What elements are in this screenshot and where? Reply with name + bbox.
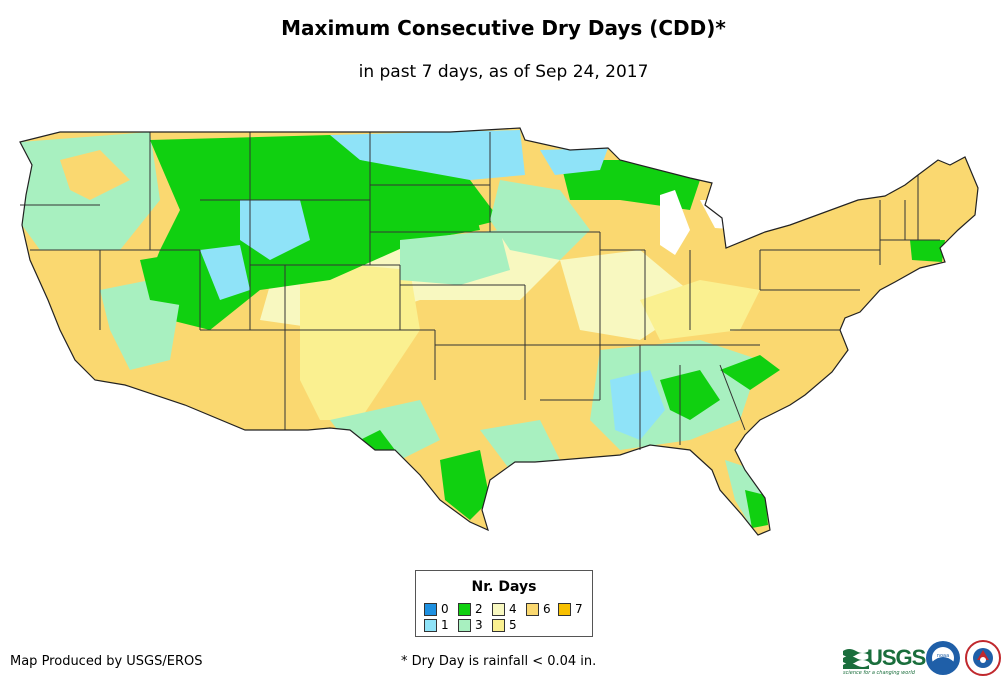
- producer-credit: Map Produced by USGS/EROS: [10, 654, 203, 669]
- legend-swatch-4: [492, 603, 505, 616]
- agency-logos: USGS science for a changing world noaa: [843, 640, 1003, 682]
- usgs-wave-icon: [843, 649, 869, 669]
- legend: Nr. Days 0 1 2 3 4 5 6 7: [415, 570, 593, 637]
- usgs-logo: USGS science for a changing world: [843, 643, 926, 677]
- legend-swatch-0: [424, 603, 437, 616]
- state-boundaries: [20, 132, 940, 450]
- dry-day-footnote: * Dry Day is rainfall < 0.04 in.: [401, 654, 597, 669]
- legend-swatch-6: [526, 603, 539, 616]
- rainfall-pattern: [20, 130, 945, 528]
- legend-swatch-7: [558, 603, 571, 616]
- legend-swatch-2: [458, 603, 471, 616]
- legend-label-3: 3: [475, 618, 483, 632]
- legend-swatch-1: [424, 619, 437, 632]
- legend-swatch-3: [458, 619, 471, 632]
- legend-label-7: 7: [575, 602, 583, 616]
- legend-label-0: 0: [441, 602, 449, 616]
- cdd-map: [19, 127, 979, 536]
- legend-label-4: 4: [509, 602, 517, 616]
- legend-title: Nr. Days: [471, 579, 537, 595]
- legend-label-1: 1: [441, 618, 449, 632]
- nws-logo: [965, 640, 1001, 676]
- legend-label-2: 2: [475, 602, 483, 616]
- legend-label-6: 6: [543, 602, 551, 616]
- usgs-tagline: science for a changing world: [843, 670, 915, 676]
- map-title: Maximum Consecutive Dry Days (CDD)*: [281, 16, 726, 40]
- legend-label-5: 5: [509, 618, 517, 632]
- noaa-wordmark: noaa: [937, 653, 949, 659]
- legend-swatch-5: [492, 619, 505, 632]
- usgs-wordmark: USGS: [867, 645, 926, 670]
- noaa-logo: noaa: [926, 641, 960, 675]
- map-subtitle: in past 7 days, as of Sep 24, 2017: [358, 62, 649, 82]
